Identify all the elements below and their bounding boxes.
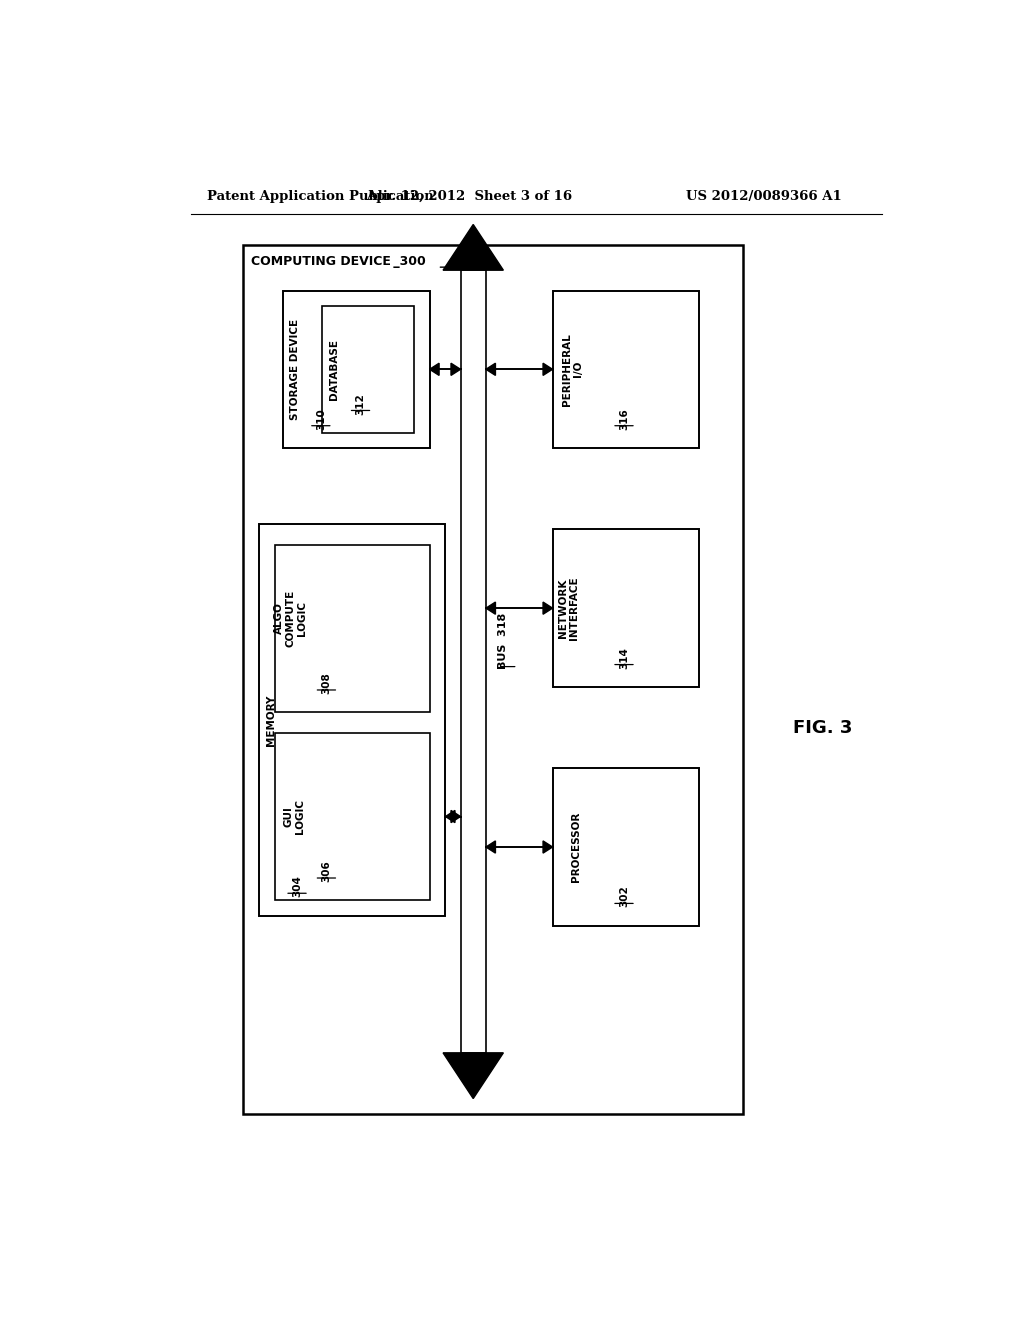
Text: STORAGE DEVICE: STORAGE DEVICE	[290, 318, 300, 420]
Text: Apr. 12, 2012  Sheet 3 of 16: Apr. 12, 2012 Sheet 3 of 16	[367, 190, 572, 202]
Bar	[274, 545, 430, 713]
Polygon shape	[451, 363, 461, 375]
Polygon shape	[543, 602, 553, 614]
Polygon shape	[430, 363, 439, 375]
Text: 306: 306	[322, 861, 332, 882]
Polygon shape	[486, 841, 496, 853]
Polygon shape	[443, 224, 504, 271]
Bar	[553, 529, 699, 686]
Polygon shape	[486, 363, 496, 375]
Bar	[553, 768, 699, 925]
Text: 304: 304	[292, 875, 302, 898]
Text: GUI
LOGIC: GUI LOGIC	[284, 799, 305, 834]
Text: 308: 308	[322, 672, 332, 694]
Text: Patent Application Publication: Patent Application Publication	[207, 190, 434, 202]
Text: 312: 312	[355, 393, 366, 414]
Text: PROCESSOR: PROCESSOR	[571, 812, 582, 882]
Polygon shape	[543, 363, 553, 375]
Text: 302: 302	[618, 886, 629, 907]
Bar	[323, 306, 414, 433]
Bar	[274, 733, 430, 900]
Text: US 2012/0089366 A1: US 2012/0089366 A1	[686, 190, 842, 202]
Polygon shape	[451, 810, 461, 822]
Text: 310: 310	[315, 408, 326, 430]
Polygon shape	[543, 841, 553, 853]
Polygon shape	[486, 602, 496, 614]
Bar	[243, 244, 743, 1114]
Polygon shape	[443, 1053, 504, 1098]
Text: MEMORY: MEMORY	[266, 694, 275, 746]
Text: NETWORK
INTERFACE: NETWORK INTERFACE	[558, 577, 580, 640]
Text: FIG. 3: FIG. 3	[793, 718, 852, 737]
Bar	[461, 271, 486, 1053]
Text: PERIPHERAL
I/O: PERIPHERAL I/O	[561, 333, 584, 405]
Bar	[553, 290, 699, 447]
Text: COMPUTING DEVICE  ̲300: COMPUTING DEVICE ̲300	[251, 255, 426, 268]
Text: 314: 314	[618, 647, 629, 669]
Text: DATABASE: DATABASE	[330, 339, 339, 400]
Bar	[259, 524, 445, 916]
Polygon shape	[445, 810, 455, 822]
Bar	[283, 290, 430, 447]
Text: 316: 316	[618, 408, 629, 430]
Text: BUS  318: BUS 318	[498, 612, 508, 669]
Text: ALGO
COMPUTE
LOGIC: ALGO COMPUTE LOGIC	[274, 590, 307, 647]
